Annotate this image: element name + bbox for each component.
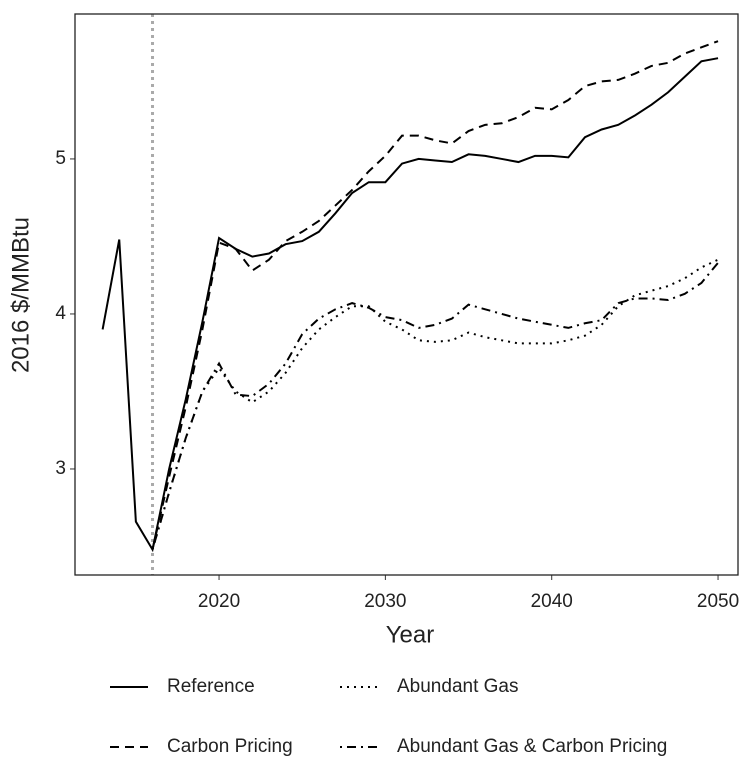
series-line	[151, 40, 719, 550]
series-line	[151, 262, 719, 550]
legend-label: Carbon Pricing	[167, 736, 293, 757]
x-tick-label: 2030	[364, 591, 406, 612]
y-tick-label: 4	[55, 303, 66, 324]
series-line	[151, 258, 719, 550]
x-tick-label: 2040	[531, 591, 573, 612]
y-axis-title: 2016 $/MMBtu	[7, 217, 34, 373]
y-tick-label: 5	[55, 148, 66, 169]
x-axis-title: Year	[386, 621, 435, 648]
legend-label: Abundant Gas	[397, 676, 518, 697]
plot-border	[74, 13, 739, 576]
legend-label: Reference	[167, 676, 255, 697]
legend-label: Abundant Gas & Carbon Pricing	[397, 736, 667, 757]
y-tick-label: 3	[55, 458, 66, 479]
x-tick-label: 2050	[697, 591, 739, 612]
series-line	[101, 57, 719, 553]
x-tick-label: 2020	[198, 591, 240, 612]
